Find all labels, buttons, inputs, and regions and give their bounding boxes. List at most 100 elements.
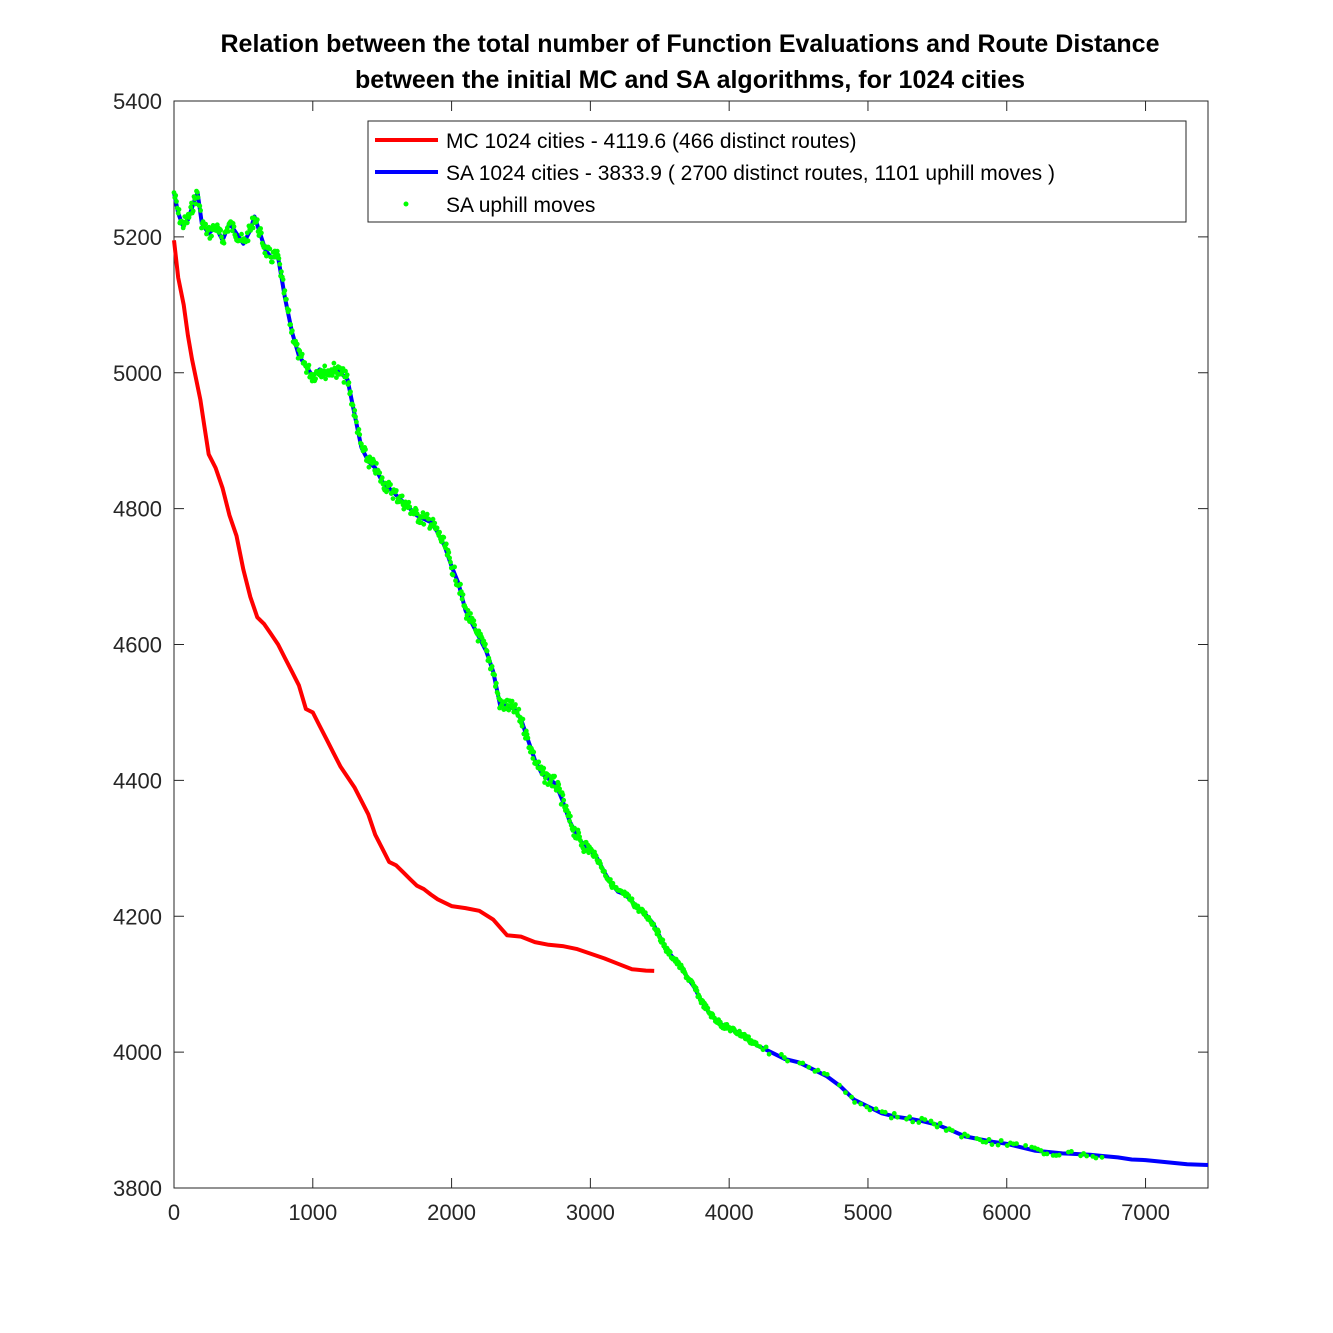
uphill-marker [1038,1148,1044,1153]
uphill-marker [407,504,413,510]
uphill-marker [459,596,465,602]
uphill-marker [294,341,300,347]
plot-area: 0 1000 2000 3000 4000 5000 6000 7000 3800 4000 420… [113,89,1209,1225]
uphill-marker [520,716,526,722]
uphill-marker [888,1115,894,1121]
uphill-marker [439,538,445,544]
uphill-marker [354,419,359,425]
uphill-marker [450,572,456,578]
uphill-marker [1099,1154,1105,1160]
uphill-marker [244,230,250,236]
uphill-marker [286,307,292,313]
uphill-marker [907,1114,912,1120]
uphill-marker [225,229,231,234]
uphill-marker [931,1121,937,1127]
uphill-marker [524,732,530,737]
uphill-marker [452,564,457,570]
uphill-marker [279,269,284,275]
uphill-marker [824,1072,830,1077]
y-tick-label: 4400 [113,768,162,793]
uphill-marker [506,707,512,713]
uphill-marker [556,782,562,787]
uphill-marker [343,368,348,374]
uphill-marker [219,234,224,240]
uphill-marker [983,1139,989,1145]
uphill-marker [552,773,557,779]
series-line-mc [172,240,655,973]
uphill-marker [304,370,309,375]
uphill-marker [934,1124,940,1130]
series-layer [171,188,1209,1167]
uphill-marker [288,322,293,327]
uphill-marker [379,475,385,481]
uphill-marker [306,362,312,368]
uphill-marker [800,1060,806,1066]
uphill-marker [516,706,522,712]
uphill-marker [239,231,244,237]
uphill-marker [843,1090,848,1095]
uphill-marker [642,910,648,915]
uphill-marker [598,861,603,866]
uphill-marker [937,1120,943,1126]
uphill-marker [432,520,438,526]
uphill-marker [489,664,495,669]
uphill-marker [393,488,399,493]
uphill-marker [760,1047,766,1053]
uphill-marker [651,921,657,927]
y-tick-label: 3800 [113,1176,162,1201]
uphill-marker [995,1142,1001,1148]
uphill-marker [568,822,574,828]
uphill-marker [388,482,393,487]
uphill-marker [959,1134,964,1140]
uphill-marker [331,360,337,366]
uphill-marker [197,203,203,209]
uphill-marker [203,221,209,227]
uphill-marker [475,638,481,644]
uphill-marker [181,223,187,228]
y-tick-label: 4000 [113,1040,162,1065]
uphill-marker [837,1082,842,1088]
uphill-marker [989,1142,995,1147]
uphill-marker [448,559,453,565]
uphill-marker [179,219,185,225]
uphill-marker [577,834,582,840]
uphill-marker [346,380,352,385]
y-tick-label: 4200 [113,904,162,929]
uphill-marker [424,511,430,517]
uphill-marker [493,680,499,686]
tick-layer: 0 1000 2000 3000 4000 5000 6000 7000 3800 4000 420… [113,89,1208,1225]
uphill-marker [458,581,463,587]
uphill-marker [267,246,273,252]
uphill-marker [229,228,235,234]
uphill-marker [536,759,542,765]
uphill-marker [873,1106,879,1112]
uphill-marker [986,1137,992,1142]
uphill-marker [1014,1141,1019,1146]
uphill-marker [694,988,700,994]
uphill-marker [849,1094,854,1100]
uphill-marker [446,550,452,555]
uphill-marker [269,259,275,265]
uphill-marker [434,525,440,531]
uphill-marker [264,253,269,259]
uphill-marker [254,217,260,223]
uphill-marker [472,622,477,628]
y-tick-label: 5200 [113,225,162,250]
legend-label-uphill: SA uphill moves [446,194,595,217]
uphill-marker [495,691,501,697]
uphill-marker [858,1101,864,1107]
uphill-marker [195,195,201,200]
uphill-marker [350,402,356,408]
uphill-marker [413,507,419,513]
uphill-marker [194,189,200,195]
uphill-marker [806,1064,812,1070]
uphill-marker [916,1120,922,1125]
uphill-marker [374,461,379,466]
uphill-marker [441,535,447,540]
uphill-marker [471,618,477,623]
uphill-marker [190,208,196,214]
uphill-marker [525,735,531,741]
uphill-marker [629,896,635,902]
uphill-marker [662,942,667,947]
